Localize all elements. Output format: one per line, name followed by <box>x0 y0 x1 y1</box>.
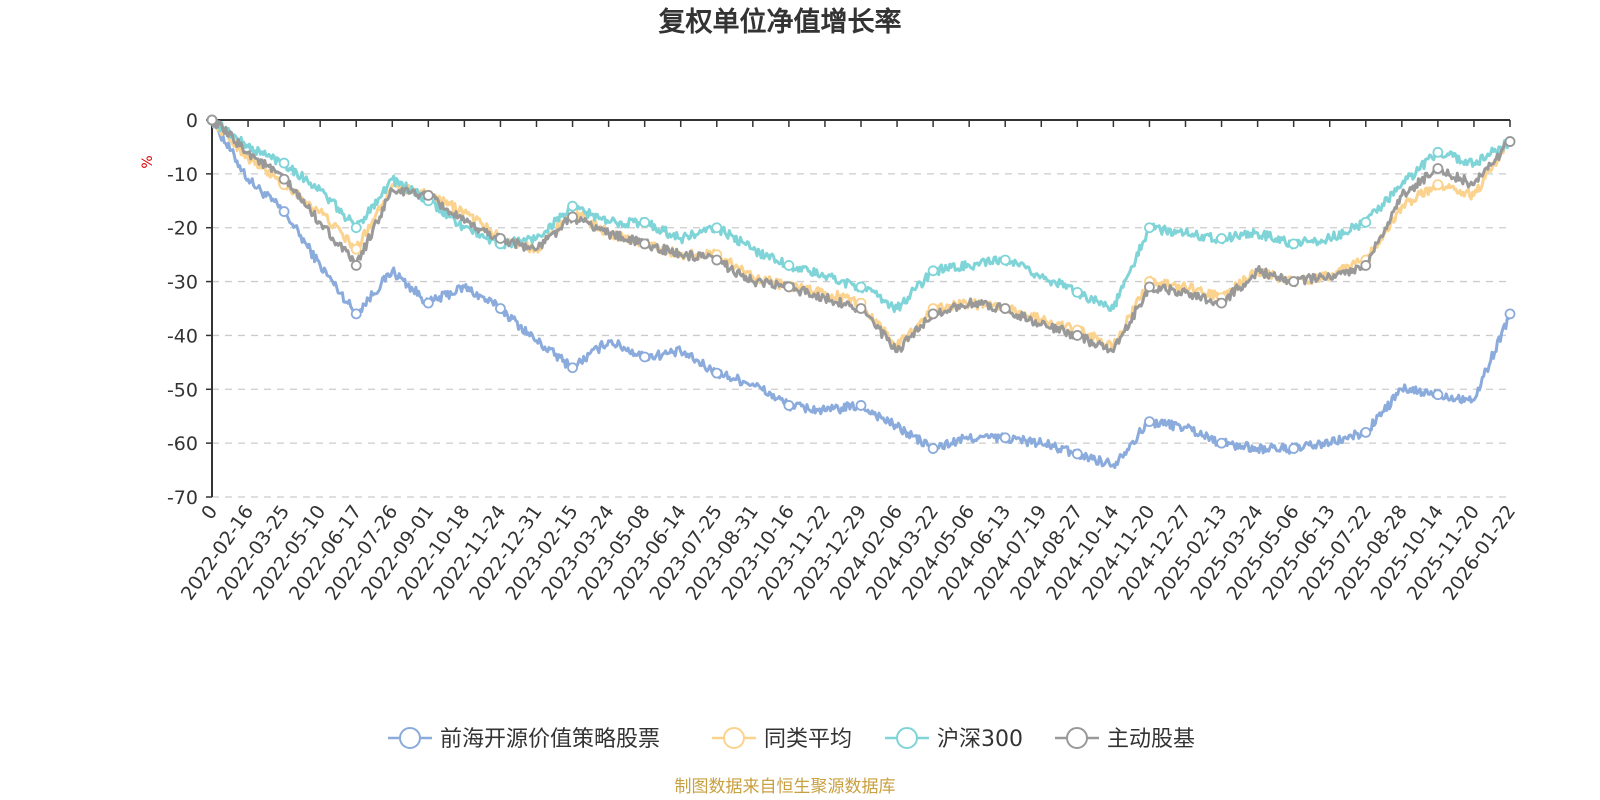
series-line-0 <box>210 119 1512 469</box>
y-tick-labels: 0 -10 -20 -30 -40 -50 -60 -70 <box>167 110 212 509</box>
legend-label: 同类平均 <box>764 727 852 752</box>
legend-item[interactable]: 前海开源价值策略股票 <box>388 727 660 752</box>
series-point-3 <box>567 211 578 223</box>
series-point-0 <box>855 400 867 411</box>
y-tick-label: -60 <box>167 433 198 455</box>
series-point-0 <box>1360 426 1372 438</box>
legend-marker-icon <box>1066 727 1088 749</box>
legend-marker-icon <box>723 727 745 749</box>
y-tick-label: 0 <box>186 110 198 132</box>
series-point-0 <box>1071 448 1083 460</box>
legend-item[interactable]: 主动股基 <box>1055 727 1195 752</box>
series-point-3 <box>639 238 651 250</box>
series-point-2 <box>999 254 1011 266</box>
legend-label: 主动股基 <box>1107 727 1195 752</box>
series-point-3 <box>855 303 867 314</box>
series-point-2 <box>783 260 795 271</box>
series-point-3 <box>711 254 723 266</box>
series-point-0 <box>567 362 578 374</box>
data-source-note: 制图数据来自恒生聚源数据库 <box>675 777 896 797</box>
y-tick-label: -10 <box>167 164 198 186</box>
series-point-0 <box>495 303 506 314</box>
y-tick-label: -20 <box>167 218 198 240</box>
series-point-2 <box>855 281 867 293</box>
series-point-3 <box>350 260 362 271</box>
series-point-3 <box>1144 281 1155 293</box>
series-point-0 <box>278 206 290 217</box>
series-point-0 <box>350 308 362 320</box>
series-point-0 <box>999 432 1011 444</box>
legend-item[interactable]: 沪深300 <box>885 727 1023 752</box>
y-tick-label: -30 <box>167 272 198 294</box>
series-point-3 <box>1360 260 1372 271</box>
legend-marker-icon <box>896 727 918 749</box>
series-point-3 <box>999 303 1011 314</box>
legend-label: 前海开源价值策略股票 <box>440 727 660 752</box>
series-point-0 <box>1288 443 1300 454</box>
series-point-1 <box>350 243 362 255</box>
legend[interactable]: 前海开源价值策略股票 同类平均 沪深300 主动股基 <box>388 727 1195 752</box>
series-line-3 <box>210 118 1511 354</box>
series-point-0 <box>783 400 795 411</box>
series-point-2 <box>350 222 362 234</box>
series-point-3 <box>927 308 939 320</box>
x-tick-label: 0 <box>197 501 222 524</box>
series-point-0 <box>1144 416 1155 428</box>
series-point-2 <box>927 265 939 277</box>
series-point-3 <box>1216 297 1227 309</box>
series-point-0 <box>711 367 723 379</box>
legend-label: 沪深300 <box>937 727 1023 752</box>
series-point-0 <box>422 297 434 309</box>
series-point-3 <box>1071 330 1083 341</box>
legend-marker-icon <box>399 727 421 749</box>
y-tick-label: -40 <box>167 325 198 347</box>
series-point-2 <box>1432 146 1444 158</box>
series-line-1 <box>210 118 1511 352</box>
series-point-0 <box>639 351 651 363</box>
series-point-3 <box>495 233 506 244</box>
series-point-0 <box>1216 437 1227 449</box>
series-point-2 <box>1071 286 1083 298</box>
series-point-2 <box>1216 233 1227 244</box>
series-point-0 <box>1504 308 1516 320</box>
series-point-3 <box>422 189 434 201</box>
series-point-3 <box>278 173 290 185</box>
legend-item[interactable]: 同类平均 <box>712 727 852 752</box>
series-point-3 <box>1432 163 1444 174</box>
series-point-3 <box>206 114 218 126</box>
y-tick-label: -70 <box>167 487 198 509</box>
series-lines <box>206 114 1516 469</box>
y-axis-unit: % <box>140 155 156 168</box>
series-point-2 <box>567 200 578 212</box>
series-point-2 <box>1288 238 1300 250</box>
series-point-3 <box>1504 136 1516 147</box>
series-point-3 <box>783 281 795 293</box>
series-point-2 <box>711 222 723 234</box>
series-point-2 <box>1360 216 1372 228</box>
series-point-2 <box>639 216 651 228</box>
series-point-2 <box>1144 222 1155 234</box>
series-point-0 <box>1432 389 1444 401</box>
series-point-2 <box>278 157 290 169</box>
series-point-1 <box>1432 179 1444 191</box>
series-point-0 <box>927 443 939 454</box>
y-tick-label: -50 <box>167 379 198 401</box>
series-point-3 <box>1288 276 1300 287</box>
x-tick-labels: 02022-02-162022-03-252022-05-102022-06-1… <box>177 120 1520 604</box>
chart-title: 复权单位净值增长率 <box>659 6 902 38</box>
